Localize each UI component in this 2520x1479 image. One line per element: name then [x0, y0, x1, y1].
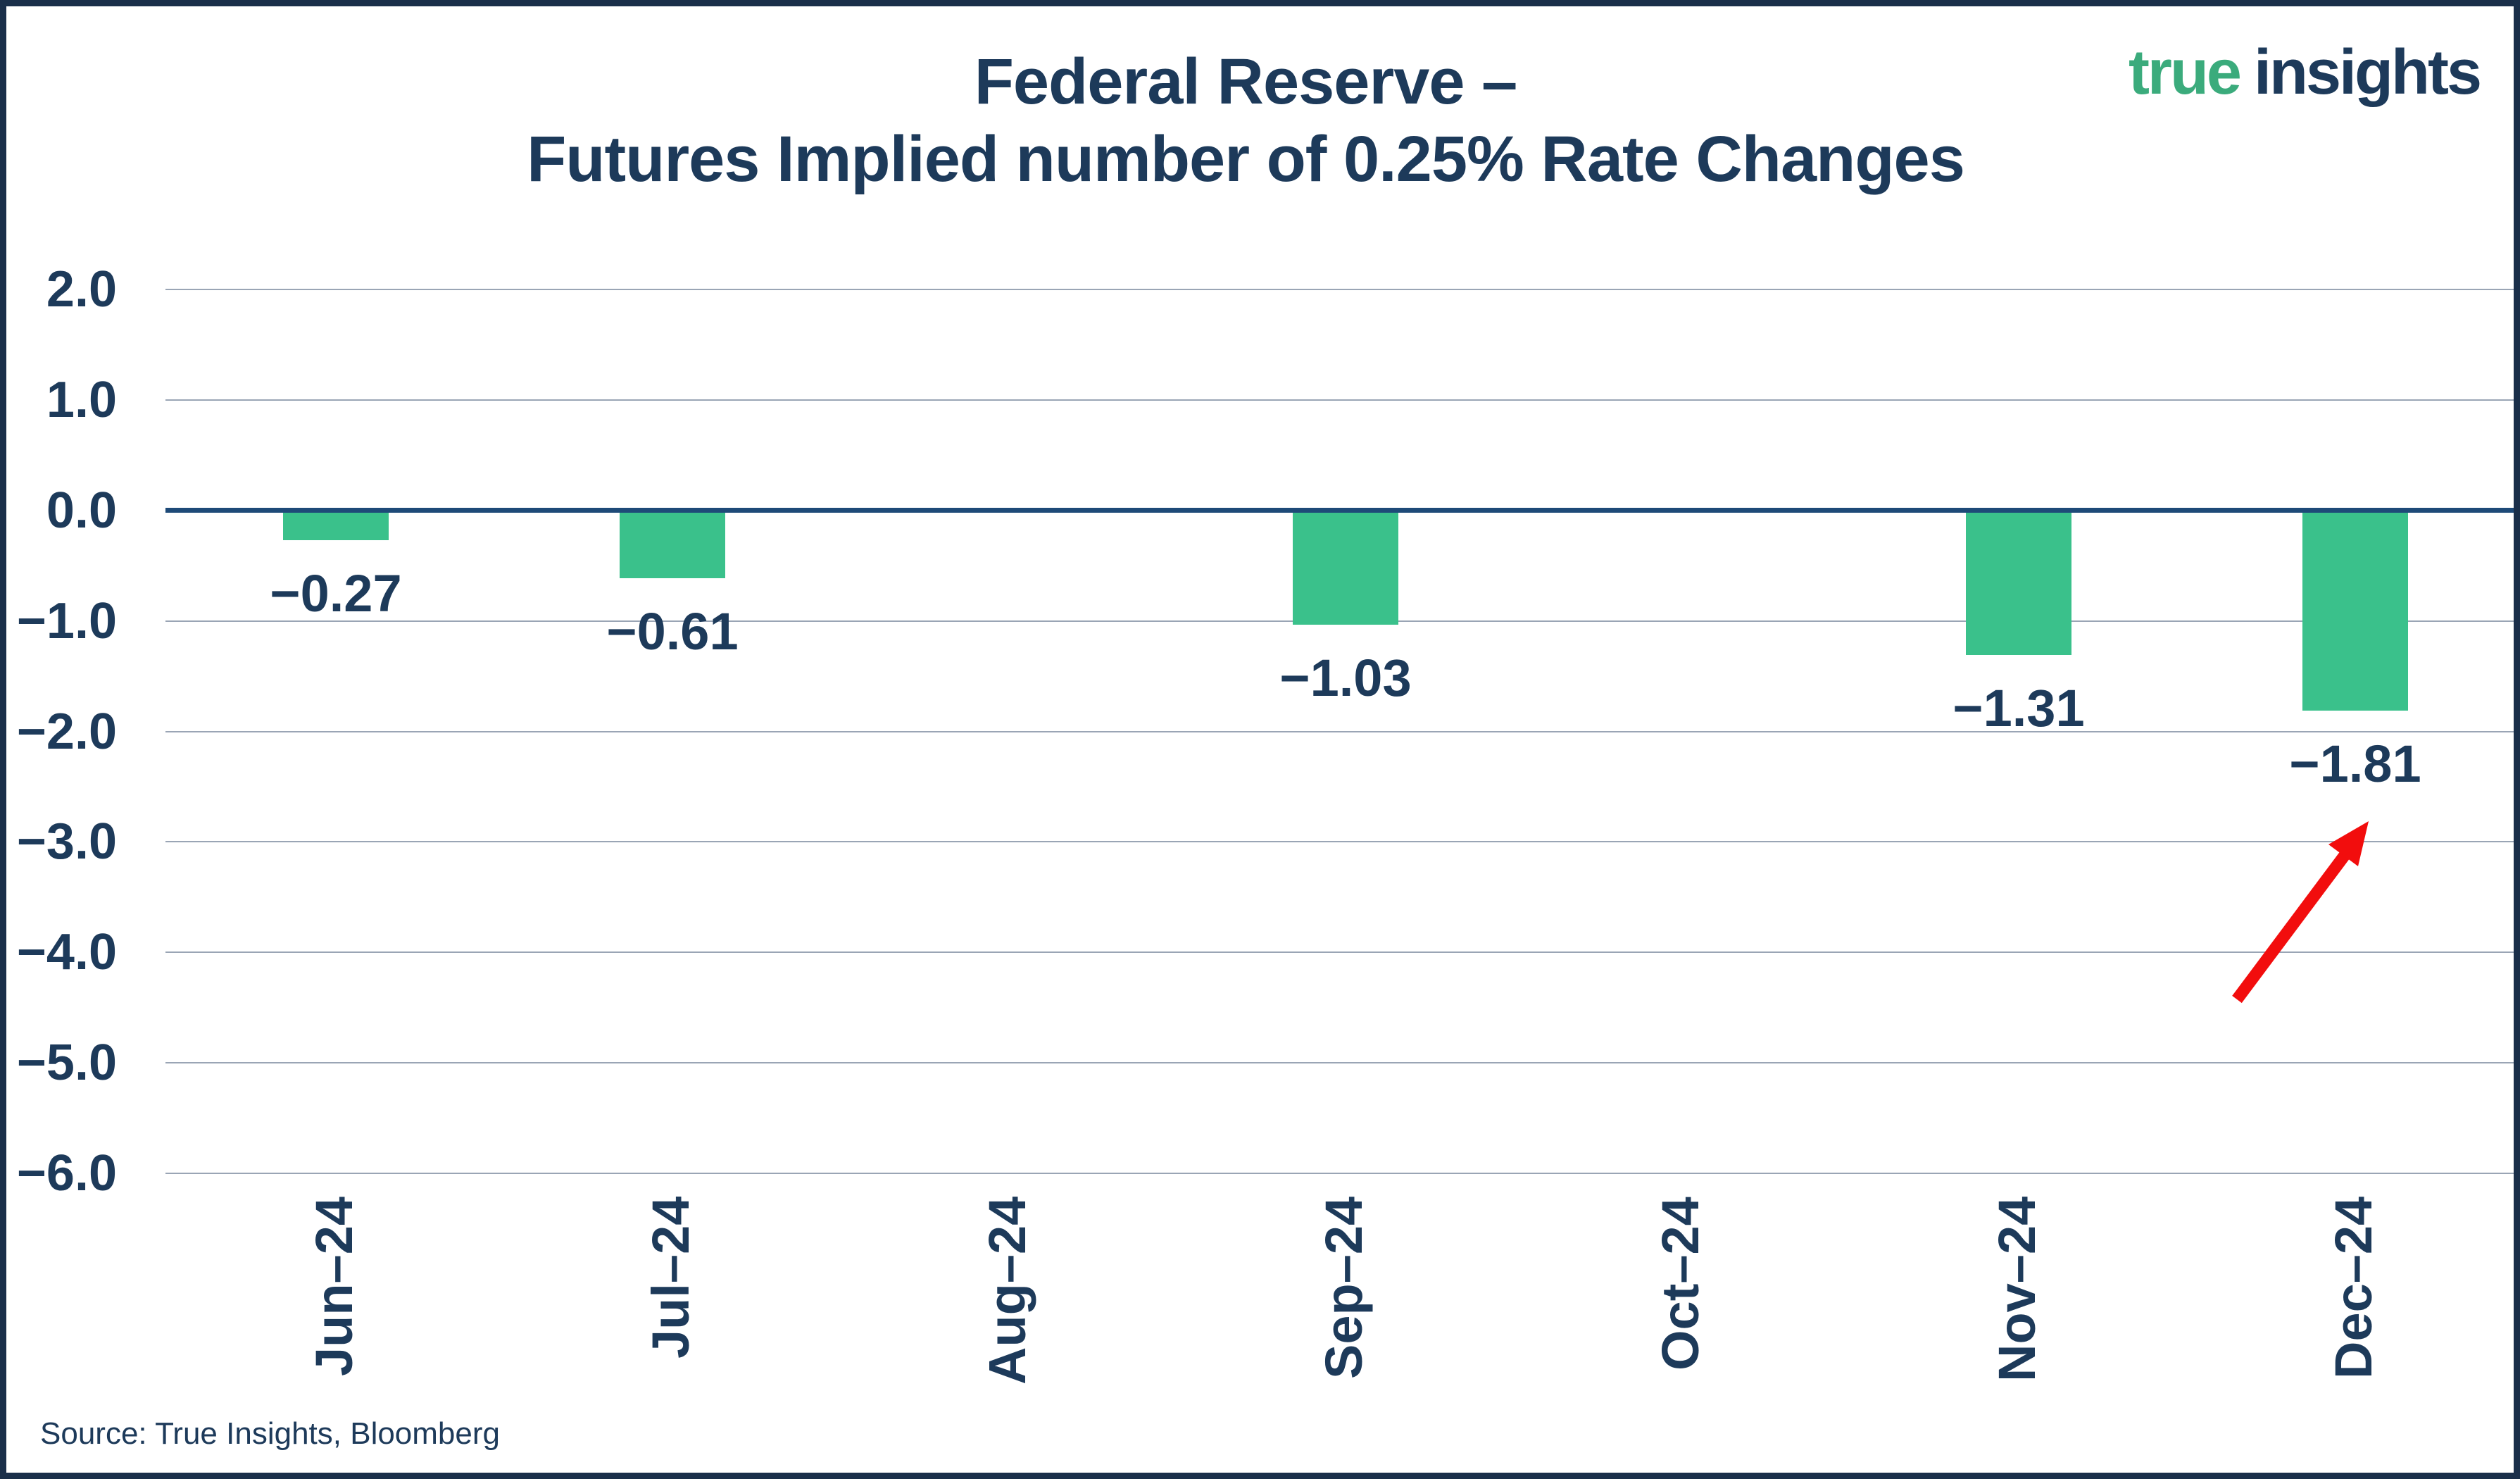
y-axis-tick-label: −6.0 — [16, 1144, 117, 1202]
y-gridline — [165, 1062, 2514, 1063]
y-gridline — [165, 730, 2514, 732]
y-axis-tick-label: 2.0 — [46, 261, 117, 318]
bar-value-label: −0.61 — [606, 601, 739, 661]
y-gridline — [165, 841, 2514, 843]
y-axis-tick-label: −2.0 — [16, 703, 117, 760]
chart-title: Federal Reserve – Futures Implied number… — [6, 43, 2485, 198]
x-axis-tick-label: Nov–24 — [1988, 1197, 2046, 1383]
x-axis-tick-label: Oct–24 — [1651, 1197, 1710, 1371]
bar-jun — [283, 511, 389, 541]
true-insights-logo: true insights — [2128, 37, 2482, 108]
y-axis-tick-label: −3.0 — [16, 813, 117, 870]
logo-word-true: true — [2128, 37, 2242, 108]
y-axis-tick-label: −5.0 — [16, 1035, 117, 1091]
y-axis-tick-label: −1.0 — [16, 592, 117, 649]
bar-value-label: −0.27 — [270, 564, 402, 623]
y-axis-tick-label: 1.0 — [46, 372, 117, 429]
bar-value-label: −1.31 — [1952, 679, 2085, 738]
bar-nov — [1966, 511, 2071, 656]
x-axis-tick-label: Dec–24 — [2324, 1197, 2383, 1380]
x-axis-tick-label: Jul–24 — [641, 1197, 700, 1359]
source-note: Source: True Insights, Bloomberg — [40, 1416, 500, 1451]
y-axis-tick-label: 0.0 — [46, 482, 117, 539]
x-axis-tick-label: Aug–24 — [978, 1197, 1036, 1385]
annotation-arrow-icon — [2232, 821, 2369, 1004]
y-gridline — [165, 289, 2514, 291]
bar-sep — [1293, 511, 1398, 625]
chart-title-line2: Futures Implied number of 0.25% Rate Cha… — [527, 123, 1965, 195]
zero-axis-line — [165, 508, 2514, 513]
y-gridline — [165, 1172, 2514, 1174]
y-gridline — [165, 951, 2514, 954]
bar-value-label: −1.81 — [2289, 734, 2421, 793]
y-axis-tick-label: −4.0 — [16, 924, 117, 981]
chart-title-line1: Federal Reserve – — [974, 46, 1518, 118]
y-gridline — [165, 399, 2514, 401]
x-axis-tick-label: Jun–24 — [305, 1197, 363, 1377]
x-axis-tick-label: Sep–24 — [1315, 1197, 1373, 1380]
logo-word-insights: insights — [2253, 37, 2482, 108]
bar-dec — [2302, 511, 2408, 711]
bar-value-label: −1.03 — [1279, 648, 1412, 707]
bar-jul — [620, 511, 725, 578]
